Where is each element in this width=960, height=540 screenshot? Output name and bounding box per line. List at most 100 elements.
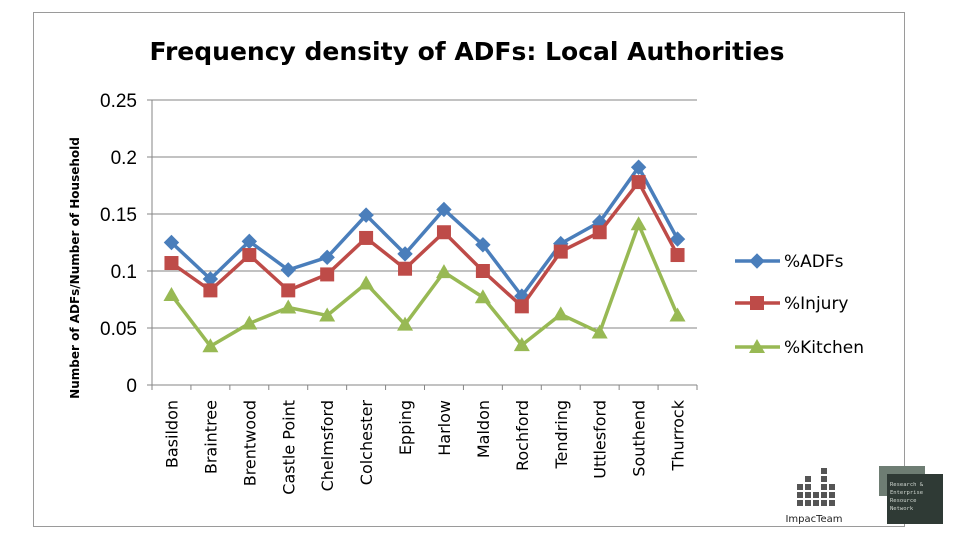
data-point-adfs [280,262,296,278]
x-tick-label: Harlow [435,400,454,456]
data-point-injury [242,248,257,263]
logo-block [821,492,827,498]
series-injury [164,175,685,314]
legend-marker-adfs [749,253,765,269]
data-point-injury [631,175,646,190]
x-tick-label: Castle Point [279,400,298,495]
logo-block [805,476,811,482]
data-point-adfs [163,234,180,251]
badge-line-1: Research & [890,482,924,488]
data-point-kitchen [552,306,569,321]
y-tick-label: 0.05 [100,319,137,340]
legend: %ADFs %Injury %Kitchen [735,252,864,358]
data-point-injury [553,244,568,259]
data-point-kitchen [163,286,180,301]
logo-block [813,492,819,498]
data-point-injury [320,267,335,282]
logo-block [821,500,827,506]
data-point-injury [514,299,529,314]
logo-block [797,484,803,490]
logo-block [821,484,827,490]
data-point-injury [475,264,490,278]
data-point-adfs [319,249,335,266]
y-tick-label: 0.2 [111,148,137,169]
data-point-adfs [436,201,452,218]
legend-label-injury: %Injury [784,294,849,314]
y-axis-label: Number of ADFs/Number of Household [68,137,82,399]
badge-line-2: Enterprise [890,490,923,496]
x-tick-label: Colchester [357,400,376,486]
badge-front [887,474,943,524]
series-line-kitchen [170,222,680,348]
logo-label: ImpacTeam [785,514,842,525]
logo-block [829,500,835,506]
data-point-injury [164,256,179,271]
data-point-kitchen [435,264,452,279]
series-kitchen [163,216,686,353]
grid [147,99,697,386]
x-tick-label: Rochford [513,400,532,471]
legend-marker-injury [750,296,764,310]
impacteam-logo: ImpacTeam [785,468,843,525]
logo-bars-icon [797,468,835,506]
data-point-kitchen [397,316,414,331]
y-tick-label: 0.1 [111,262,137,283]
logo-block [805,484,811,490]
x-tick-label: Brentwood [240,400,259,486]
y-tick-labels: 0 0.05 0.1 0.15 0.2 0.25 [100,91,137,397]
series-group [163,159,686,353]
data-point-kitchen [669,307,686,322]
data-point-injury [592,225,607,240]
x-tick-label: Braintree [201,400,220,474]
data-point-kitchen [474,289,491,304]
data-point-kitchen [280,299,297,314]
logo-block [805,492,811,498]
chart-title: Frequency density of ADFs: Local Authori… [150,37,785,66]
y-tick-label: 0.15 [100,205,137,226]
x-tick-label: Epping [396,400,415,455]
x-tick-label: Chelmsford [318,400,337,491]
y-tick-label: 0.25 [100,91,137,112]
legend-label-kitchen: %Kitchen [784,338,864,358]
legend-label-adfs: %ADFs [784,252,844,272]
badge-line-4: Network [890,506,914,512]
data-point-kitchen [513,337,530,352]
logo-block [797,500,803,506]
data-point-injury [359,230,374,245]
y-tick-label: 0 [126,376,137,397]
data-point-kitchen [358,275,375,290]
logo-block [797,492,803,498]
logo-block [813,500,819,506]
data-point-injury [398,261,413,276]
x-tick-label: Basildon [162,400,181,468]
legend-marker-kitchen [749,339,765,353]
x-tick-label: Tendring [552,400,571,470]
logo-block [829,484,835,490]
x-tick-label: Thurrock [669,399,688,471]
badge-line-3: Resource [890,498,917,504]
x-tick-label: Uttlesford [591,400,610,479]
data-point-injury [281,283,296,298]
data-point-kitchen [319,307,336,322]
logo-block [821,476,827,482]
data-point-adfs [630,159,647,175]
data-point-kitchen [630,216,647,231]
data-point-adfs [475,237,491,253]
data-point-kitchen [241,315,258,330]
logo-block [821,468,827,474]
data-point-adfs [397,246,413,262]
x-tick-label: Maldon [474,400,493,458]
data-point-injury [436,225,451,240]
logo-block [829,492,835,498]
x-tick-label: Southend [630,400,649,477]
data-point-injury [203,283,218,298]
data-point-kitchen [202,338,219,353]
x-tick-labels: Basildon Braintree Brentwood Castle Point Ch… [151,385,698,495]
data-point-adfs [669,231,686,247]
data-point-adfs [358,207,374,223]
data-point-injury [670,248,685,263]
logo-block [805,500,811,506]
data-point-kitchen [591,324,608,339]
network-badge: Research & Enterprise Resource Network [879,466,943,524]
